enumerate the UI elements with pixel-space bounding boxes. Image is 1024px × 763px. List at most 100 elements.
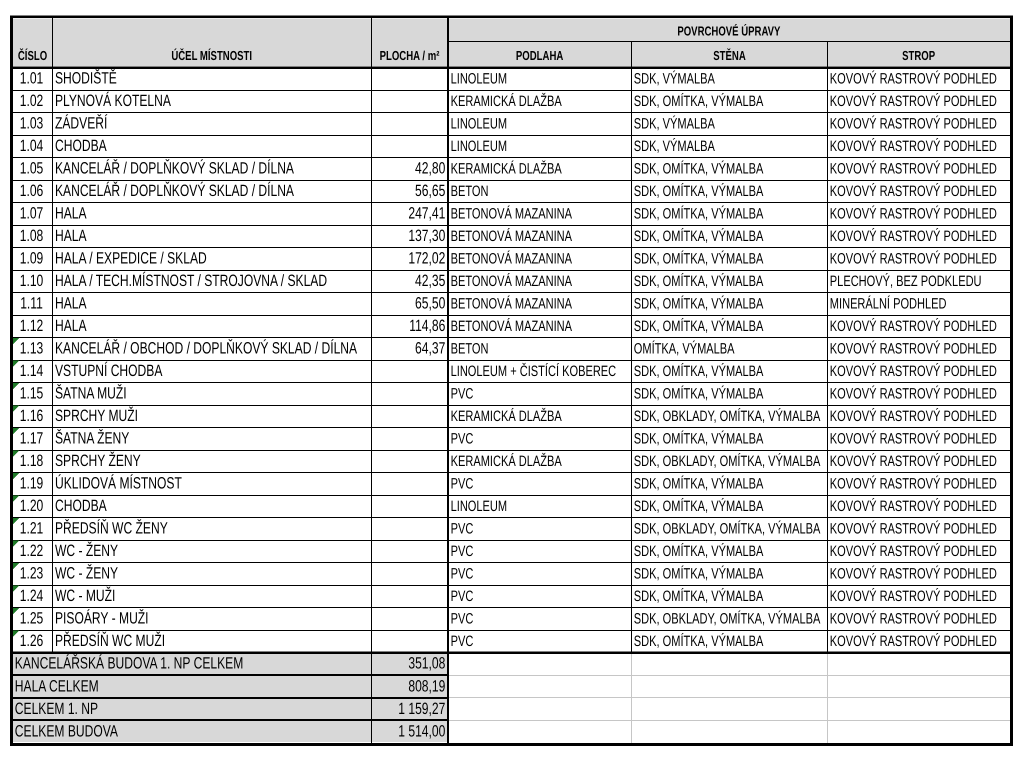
svg-text:KOVOVÝ RASTROVÝ PODHLED: KOVOVÝ RASTROVÝ PODHLED	[830, 340, 997, 358]
svg-text:PVC: PVC	[451, 386, 474, 403]
svg-text:ÚKLIDOVÁ MÍSTNOST: ÚKLIDOVÁ MÍSTNOST	[55, 474, 182, 493]
svg-text:SDK, OMÍTKA, VÝMALBA: SDK, OMÍTKA, VÝMALBA	[634, 227, 764, 245]
svg-text:PVC: PVC	[451, 543, 474, 560]
svg-text:247,41: 247,41	[408, 205, 445, 223]
svg-text:ČÍSLO: ČÍSLO	[18, 48, 47, 63]
svg-text:1.21: 1.21	[20, 520, 44, 538]
svg-text:SPRCHY ŽENY: SPRCHY ŽENY	[55, 451, 141, 470]
svg-text:114,86: 114,86	[409, 317, 445, 335]
svg-text:PVC: PVC	[451, 476, 474, 493]
svg-text:1.07: 1.07	[20, 205, 44, 223]
svg-text:SDK, OBKLADY, OMÍTKA, VÝMALBA: SDK, OBKLADY, OMÍTKA, VÝMALBA	[634, 520, 821, 538]
svg-text:SDK, OMÍTKA, VÝMALBA: SDK, OMÍTKA, VÝMALBA	[634, 632, 764, 650]
svg-text:SDK, VÝMALBA: SDK, VÝMALBA	[634, 70, 715, 88]
svg-text:ÚČEL MÍSTNOSTI: ÚČEL MÍSTNOSTI	[171, 48, 252, 63]
svg-text:KERAMICKÁ DLAŽBA: KERAMICKÁ DLAŽBA	[451, 92, 562, 110]
svg-text:1.10: 1.10	[20, 272, 44, 290]
svg-text:1.20: 1.20	[20, 497, 44, 515]
svg-text:POVRCHOVÉ ÚPRAVY: POVRCHOVÉ ÚPRAVY	[677, 23, 780, 38]
svg-text:KOVOVÝ RASTROVÝ PODHLED: KOVOVÝ RASTROVÝ PODHLED	[830, 317, 997, 335]
svg-text:SDK, OMÍTKA, VÝMALBA: SDK, OMÍTKA, VÝMALBA	[634, 160, 764, 178]
svg-text:1.04: 1.04	[20, 137, 44, 155]
svg-text:PLOCHA / m²: PLOCHA / m²	[380, 48, 440, 63]
svg-text:PŘEDSÍŇ WC MUŽI: PŘEDSÍŇ WC MUŽI	[55, 631, 165, 650]
svg-text:1.15: 1.15	[20, 385, 44, 403]
svg-text:KOVOVÝ RASTROVÝ PODHLED: KOVOVÝ RASTROVÝ PODHLED	[830, 137, 997, 155]
svg-text:PLYNOVÁ KOTELNA: PLYNOVÁ KOTELNA	[55, 91, 171, 110]
svg-text:KOVOVÝ RASTROVÝ PODHLED: KOVOVÝ RASTROVÝ PODHLED	[830, 92, 997, 110]
svg-text:KERAMICKÁ DLAŽBA: KERAMICKÁ DLAŽBA	[451, 407, 562, 425]
svg-text:HALA / EXPEDICE / SKLAD: HALA / EXPEDICE / SKLAD	[55, 250, 207, 268]
svg-text:1.12: 1.12	[20, 317, 44, 335]
svg-text:SDK, OMÍTKA, VÝMALBA: SDK, OMÍTKA, VÝMALBA	[634, 430, 764, 448]
svg-text:STĚNA: STĚNA	[713, 48, 746, 63]
svg-text:KOVOVÝ RASTROVÝ PODHLED: KOVOVÝ RASTROVÝ PODHLED	[830, 452, 997, 470]
svg-text:PVC: PVC	[451, 611, 474, 628]
svg-text:KOVOVÝ RASTROVÝ PODHLED: KOVOVÝ RASTROVÝ PODHLED	[830, 407, 997, 425]
svg-text:ŠATNA MUŽI: ŠATNA MUŽI	[55, 384, 127, 403]
svg-text:1.24: 1.24	[20, 587, 44, 605]
svg-text:1.01: 1.01	[20, 70, 44, 88]
svg-text:1.11: 1.11	[20, 295, 43, 313]
svg-text:SDK, OMÍTKA, VÝMALBA: SDK, OMÍTKA, VÝMALBA	[634, 295, 764, 313]
svg-text:42,35: 42,35	[415, 272, 445, 290]
svg-text:VSTUPNÍ CHODBA: VSTUPNÍ CHODBA	[55, 361, 162, 380]
svg-text:MINERÁLNÍ PODHLED: MINERÁLNÍ PODHLED	[830, 295, 947, 313]
svg-text:CELKEM 1. NP: CELKEM 1. NP	[15, 700, 98, 718]
svg-text:SDK, OMÍTKA, VÝMALBA: SDK, OMÍTKA, VÝMALBA	[634, 317, 764, 335]
svg-text:808,19: 808,19	[408, 677, 445, 695]
svg-text:BETON: BETON	[451, 183, 489, 200]
svg-text:OMÍTKA, VÝMALBA: OMÍTKA, VÝMALBA	[634, 340, 735, 358]
svg-text:1.25: 1.25	[20, 610, 44, 628]
svg-text:KANCELÁŘ / DOPLŇKOVÝ SKLAD / D: KANCELÁŘ / DOPLŇKOVÝ SKLAD / DÍLNA	[55, 159, 294, 178]
svg-text:172,02: 172,02	[408, 250, 445, 268]
svg-text:HALA: HALA	[55, 227, 87, 245]
svg-text:KOVOVÝ RASTROVÝ PODHLED: KOVOVÝ RASTROVÝ PODHLED	[830, 205, 997, 223]
svg-text:SDK, OBKLADY, OMÍTKA, VÝMALBA: SDK, OBKLADY, OMÍTKA, VÝMALBA	[634, 610, 821, 628]
svg-text:LINOLEUM: LINOLEUM	[451, 71, 508, 88]
svg-text:WC - ŽENY: WC - ŽENY	[55, 564, 118, 583]
svg-text:1.22: 1.22	[20, 542, 44, 560]
svg-text:ŠATNA ŽENY: ŠATNA ŽENY	[55, 429, 129, 448]
svg-text:64,37: 64,37	[415, 340, 445, 358]
svg-text:1.06: 1.06	[20, 182, 44, 200]
svg-text:STROP: STROP	[902, 48, 935, 63]
svg-text:BETONOVÁ MAZANINA: BETONOVÁ MAZANINA	[451, 317, 572, 335]
svg-text:HALA CELKEM: HALA CELKEM	[15, 677, 99, 695]
svg-text:BETONOVÁ MAZANINA: BETONOVÁ MAZANINA	[451, 250, 572, 268]
svg-text:PVC: PVC	[451, 521, 474, 538]
svg-text:1.17: 1.17	[20, 430, 44, 448]
svg-text:KOVOVÝ RASTROVÝ PODHLED: KOVOVÝ RASTROVÝ PODHLED	[830, 70, 997, 88]
svg-text:SDK, OMÍTKA, VÝMALBA: SDK, OMÍTKA, VÝMALBA	[634, 250, 764, 268]
svg-text:SDK, OMÍTKA, VÝMALBA: SDK, OMÍTKA, VÝMALBA	[634, 205, 764, 223]
svg-text:1.02: 1.02	[20, 92, 44, 110]
svg-text:WC - MUŽI: WC - MUŽI	[55, 586, 115, 605]
svg-text:BETON: BETON	[451, 341, 489, 358]
svg-text:HALA: HALA	[55, 317, 87, 335]
svg-text:LINOLEUM + ČISTÍCÍ KOBEREC: LINOLEUM + ČISTÍCÍ KOBEREC	[451, 362, 617, 380]
svg-text:SDK, OMÍTKA, VÝMALBA: SDK, OMÍTKA, VÝMALBA	[634, 542, 764, 560]
svg-text:65,50: 65,50	[415, 295, 445, 313]
svg-text:KOVOVÝ RASTROVÝ PODHLED: KOVOVÝ RASTROVÝ PODHLED	[830, 610, 997, 628]
svg-text:SDK, OBKLADY, OMÍTKA, VÝMALBA: SDK, OBKLADY, OMÍTKA, VÝMALBA	[634, 452, 821, 470]
svg-text:SDK, OMÍTKA, VÝMALBA: SDK, OMÍTKA, VÝMALBA	[634, 475, 764, 493]
svg-text:BETONOVÁ MAZANINA: BETONOVÁ MAZANINA	[451, 227, 572, 245]
svg-text:KOVOVÝ RASTROVÝ PODHLED: KOVOVÝ RASTROVÝ PODHLED	[830, 250, 997, 268]
svg-text:LINOLEUM: LINOLEUM	[451, 138, 508, 155]
svg-text:CHODBA: CHODBA	[55, 137, 107, 155]
svg-text:1.14: 1.14	[20, 362, 44, 380]
svg-text:SDK, OMÍTKA, VÝMALBA: SDK, OMÍTKA, VÝMALBA	[634, 565, 764, 583]
svg-text:KOVOVÝ RASTROVÝ PODHLED: KOVOVÝ RASTROVÝ PODHLED	[830, 182, 997, 200]
svg-text:KOVOVÝ RASTROVÝ PODHLED: KOVOVÝ RASTROVÝ PODHLED	[830, 497, 997, 515]
svg-text:KERAMICKÁ DLAŽBA: KERAMICKÁ DLAŽBA	[451, 160, 562, 178]
svg-text:KOVOVÝ RASTROVÝ PODHLED: KOVOVÝ RASTROVÝ PODHLED	[830, 632, 997, 650]
svg-text:1.26: 1.26	[20, 632, 44, 650]
svg-text:SHODIŠTĚ: SHODIŠTĚ	[55, 69, 117, 88]
svg-text:PISOÁRY - MUŽI: PISOÁRY - MUŽI	[55, 609, 149, 628]
svg-text:LINOLEUM: LINOLEUM	[451, 116, 508, 133]
svg-text:1.09: 1.09	[20, 250, 44, 268]
svg-text:SDK, VÝMALBA: SDK, VÝMALBA	[634, 115, 715, 133]
svg-text:KANCELÁŘ / OBCHOD / DOPLŇKOVÝ: KANCELÁŘ / OBCHOD / DOPLŇKOVÝ SKLAD / DÍ…	[55, 339, 357, 358]
svg-text:56,65: 56,65	[415, 182, 445, 200]
svg-text:KOVOVÝ RASTROVÝ PODHLED: KOVOVÝ RASTROVÝ PODHLED	[830, 520, 997, 538]
